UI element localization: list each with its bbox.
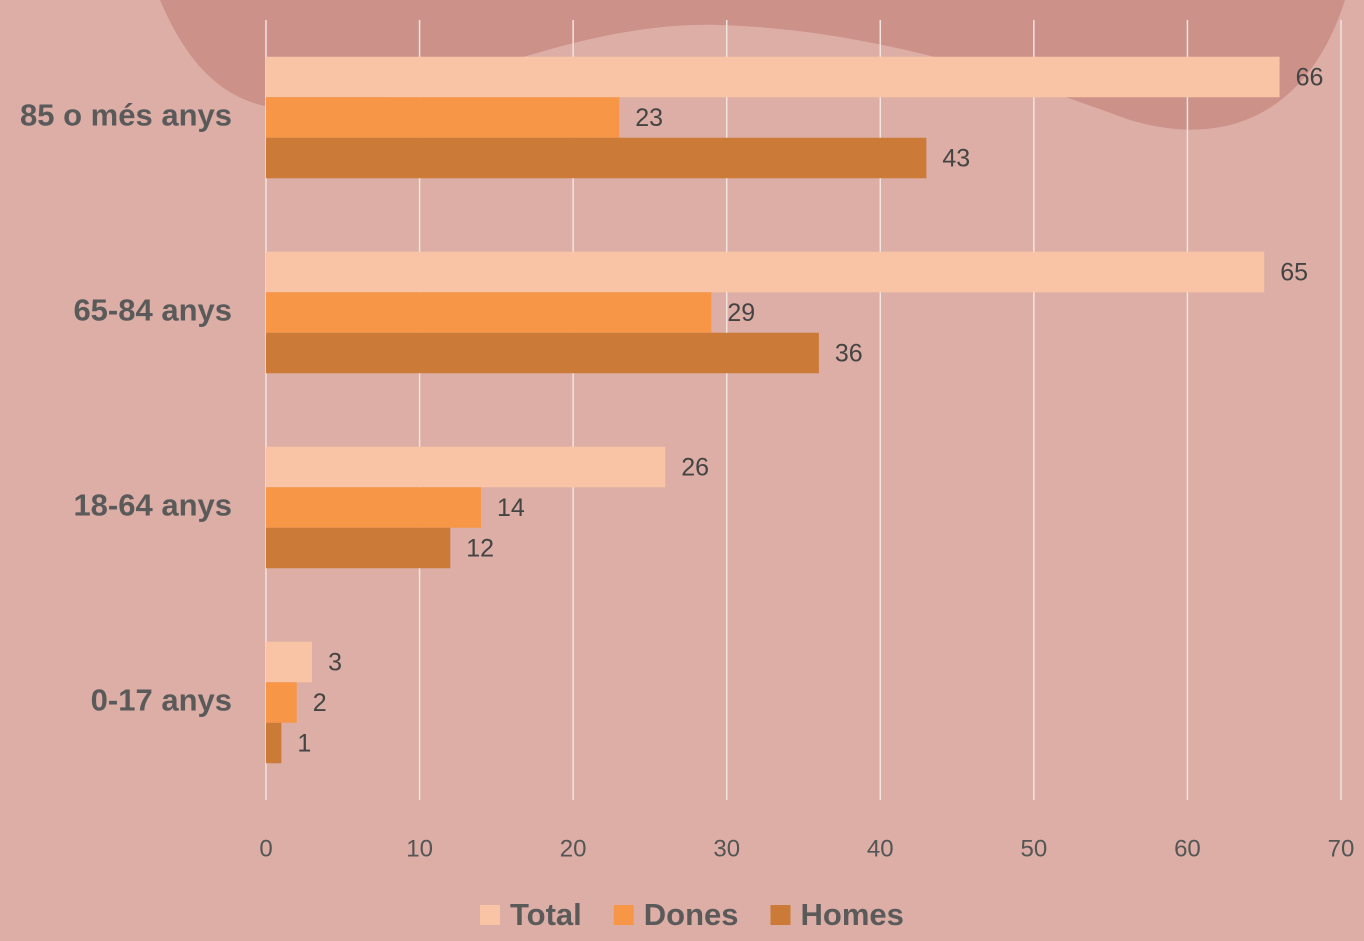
bar: [266, 527, 451, 569]
data-label: 23: [635, 104, 663, 132]
data-label: 12: [466, 535, 494, 563]
x-tick-label: 40: [867, 835, 894, 862]
bar: [266, 251, 1265, 293]
category-label: 18-64 anys: [73, 488, 232, 523]
bar: [266, 137, 927, 179]
bar: [266, 97, 620, 138]
bar: [266, 446, 666, 488]
background-blob: [160, 0, 1345, 130]
data-label: 66: [1296, 64, 1324, 92]
legend-swatch: [770, 905, 791, 925]
x-tick-label: 20: [560, 835, 587, 862]
data-label: 29: [727, 299, 755, 327]
legend-swatch: [613, 905, 634, 925]
data-label: 1: [297, 730, 311, 758]
data-label: 14: [497, 494, 525, 522]
legend-swatch: [480, 905, 500, 925]
bar: [266, 332, 819, 374]
data-label: 43: [942, 145, 970, 173]
x-tick-label: 50: [1021, 835, 1048, 862]
bar: [266, 682, 297, 723]
data-label: 36: [835, 340, 863, 368]
bar: [266, 56, 1280, 98]
data-label: 65: [1280, 259, 1308, 287]
x-tick-label: 60: [1174, 835, 1201, 862]
bar: [266, 641, 313, 683]
legend-label: Dones: [644, 897, 739, 932]
x-tick-label: 0: [259, 835, 272, 862]
category-label: 0-17 anys: [91, 683, 232, 718]
x-tick-label: 30: [713, 835, 740, 862]
bar: [266, 487, 481, 528]
data-label: 2: [313, 689, 327, 717]
x-tick-label: 70: [1328, 835, 1355, 862]
bar: [266, 292, 712, 333]
legend-label: Total: [510, 897, 582, 932]
bar: [266, 722, 282, 764]
x-tick-label: 10: [406, 835, 433, 862]
category-label: 85 o més anys: [20, 98, 232, 133]
data-label: 26: [681, 454, 709, 482]
data-label: 3: [328, 649, 342, 677]
category-label: 65-84 anys: [73, 293, 232, 328]
legend-label: Homes: [801, 897, 904, 932]
